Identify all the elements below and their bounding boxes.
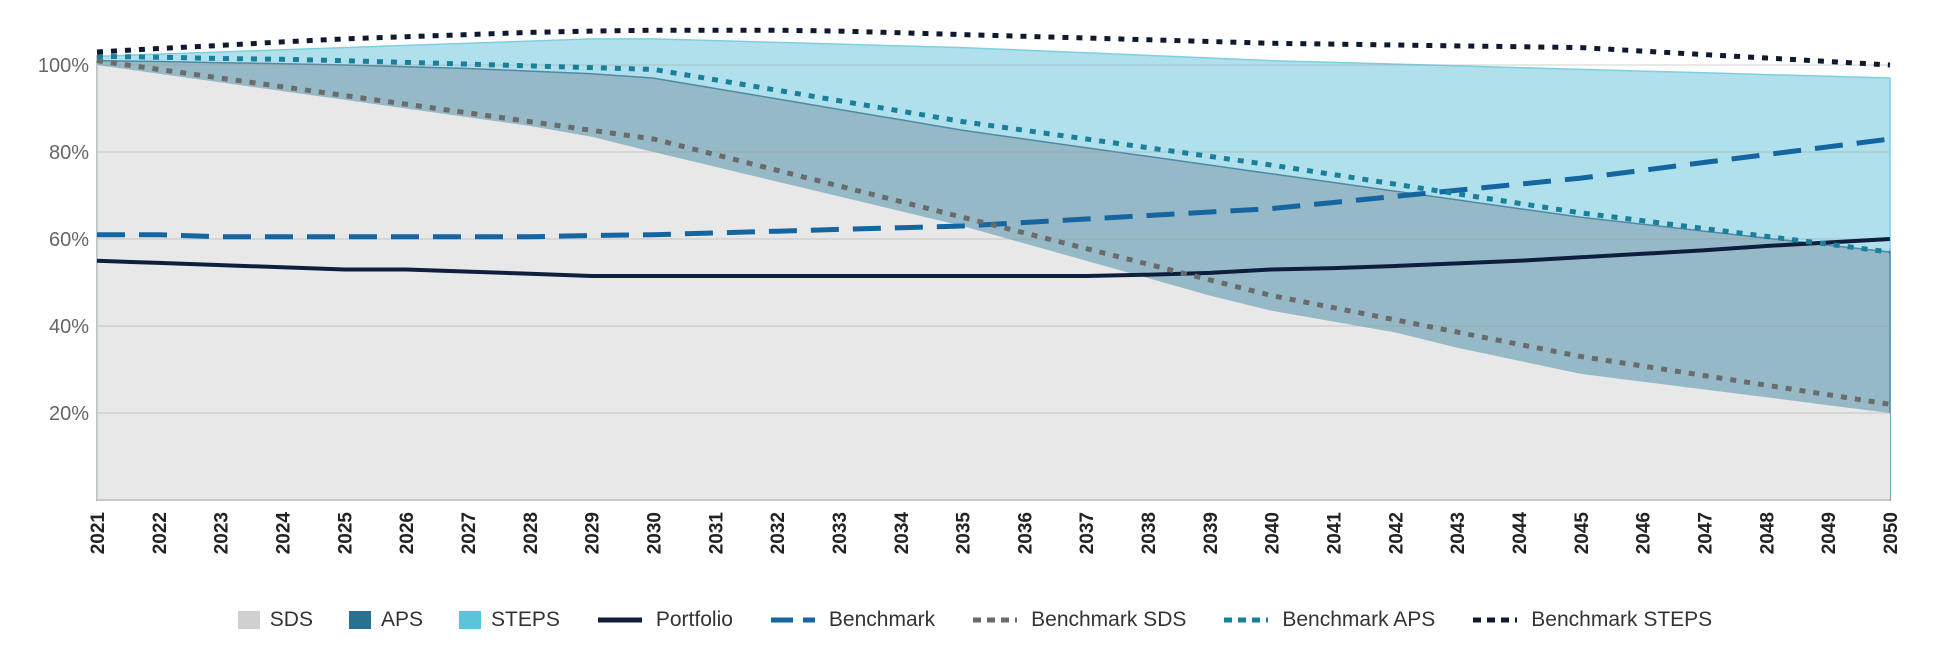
legend-item[interactable]: Benchmark bbox=[769, 608, 935, 632]
x-axis: 2021 2022 2023 2024 2025 2026 2027 2028 2029 2030… bbox=[88, 512, 1902, 555]
legend-label: Benchmark bbox=[828, 608, 936, 631]
area-series bbox=[96, 38, 1891, 501]
x-tick-label: 2037 bbox=[1077, 512, 1098, 554]
legend-label: SDS bbox=[269, 608, 313, 631]
line-portfolio bbox=[96, 237, 1891, 278]
x-tick-label: 2023 bbox=[212, 512, 233, 554]
x-tick-label: 2045 bbox=[1572, 512, 1593, 555]
x-tick-label: 2050 bbox=[1881, 512, 1902, 554]
legend-label: APS bbox=[380, 608, 424, 631]
x-tick-label: 2044 bbox=[1510, 512, 1531, 555]
x-tick-label: 2022 bbox=[150, 512, 171, 554]
x-tick-label: 2047 bbox=[1696, 512, 1717, 554]
legend-swatch bbox=[459, 611, 482, 629]
line-benchmark-aps bbox=[96, 53, 1891, 255]
legend-line-marker bbox=[597, 617, 642, 623]
legend-swatch bbox=[348, 611, 371, 629]
x-tick-label: 2021 bbox=[88, 512, 109, 555]
y-tick-label: 80% bbox=[49, 142, 89, 164]
legend-item[interactable]: APS bbox=[348, 608, 424, 632]
x-tick-label: 2038 bbox=[1139, 512, 1160, 554]
legend-item[interactable]: Benchmark SDS bbox=[971, 608, 1186, 632]
legend-item[interactable]: Benchmark STEPS bbox=[1471, 608, 1712, 632]
x-tick-label: 2029 bbox=[583, 512, 604, 554]
x-tick-label: 2039 bbox=[1201, 512, 1222, 554]
x-tick-label: 2049 bbox=[1819, 512, 1840, 554]
legend: SDS APS STEPS Portfolio Benchmark Benchmark S… bbox=[0, 606, 1950, 634]
x-tick-label: 2032 bbox=[768, 512, 789, 554]
x-tick-label: 2031 bbox=[706, 512, 727, 555]
legend-label: STEPS bbox=[491, 608, 560, 631]
line-benchmark-sds bbox=[96, 58, 1891, 407]
area-sds bbox=[97, 65, 1890, 500]
legend-label: Portfolio bbox=[655, 608, 733, 631]
line-series bbox=[96, 27, 1891, 407]
x-tick-label: 2041 bbox=[1325, 512, 1346, 555]
x-tick-label: 2046 bbox=[1634, 512, 1655, 554]
x-tick-label: 2036 bbox=[1015, 512, 1036, 554]
legend-line-marker bbox=[1224, 617, 1269, 623]
legend-line-marker bbox=[973, 617, 1018, 623]
x-tick-label: 2025 bbox=[335, 512, 356, 555]
legend-item[interactable]: STEPS bbox=[459, 608, 560, 632]
x-tick-label: 2040 bbox=[1263, 512, 1284, 554]
x-tick-label: 2048 bbox=[1757, 512, 1778, 554]
x-tick-label: 2028 bbox=[521, 512, 542, 554]
legend-label: Benchmark STEPS bbox=[1531, 608, 1713, 631]
legend-swatch bbox=[237, 611, 260, 629]
y-tick-label: 20% bbox=[49, 403, 89, 425]
x-tick-label: 2030 bbox=[644, 512, 665, 554]
x-tick-label: 2033 bbox=[830, 512, 851, 554]
legend-line-marker bbox=[770, 617, 815, 623]
y-tick-label: 60% bbox=[49, 229, 89, 251]
x-tick-label: 2034 bbox=[892, 512, 913, 555]
y-tick-label: 40% bbox=[49, 316, 89, 338]
legend-item[interactable]: Portfolio bbox=[596, 608, 733, 632]
x-tick-label: 2026 bbox=[397, 512, 418, 554]
y-axis: 20% 40% 60% 80% 100% bbox=[38, 55, 89, 425]
legend-label: Benchmark APS bbox=[1282, 608, 1436, 631]
x-tick-label: 2035 bbox=[954, 512, 975, 555]
legend-label: Benchmark SDS bbox=[1031, 608, 1187, 631]
gridlines bbox=[96, 55, 1890, 501]
x-tick-label: 2043 bbox=[1448, 512, 1469, 554]
y-tick-label: 100% bbox=[38, 55, 89, 77]
x-tick-label: 2042 bbox=[1386, 512, 1407, 554]
x-tick-label: 2024 bbox=[273, 512, 294, 555]
chart: 20%40%60%80%100% 2021 2022 2023 2024 2025 202… bbox=[37, 27, 1902, 555]
legend-line-marker bbox=[1473, 617, 1518, 623]
legend-item[interactable]: Benchmark APS bbox=[1222, 608, 1435, 632]
line-benchmark-steps bbox=[96, 27, 1891, 68]
x-tick-label: 2027 bbox=[459, 512, 480, 554]
legend-item[interactable]: SDS bbox=[237, 608, 313, 632]
